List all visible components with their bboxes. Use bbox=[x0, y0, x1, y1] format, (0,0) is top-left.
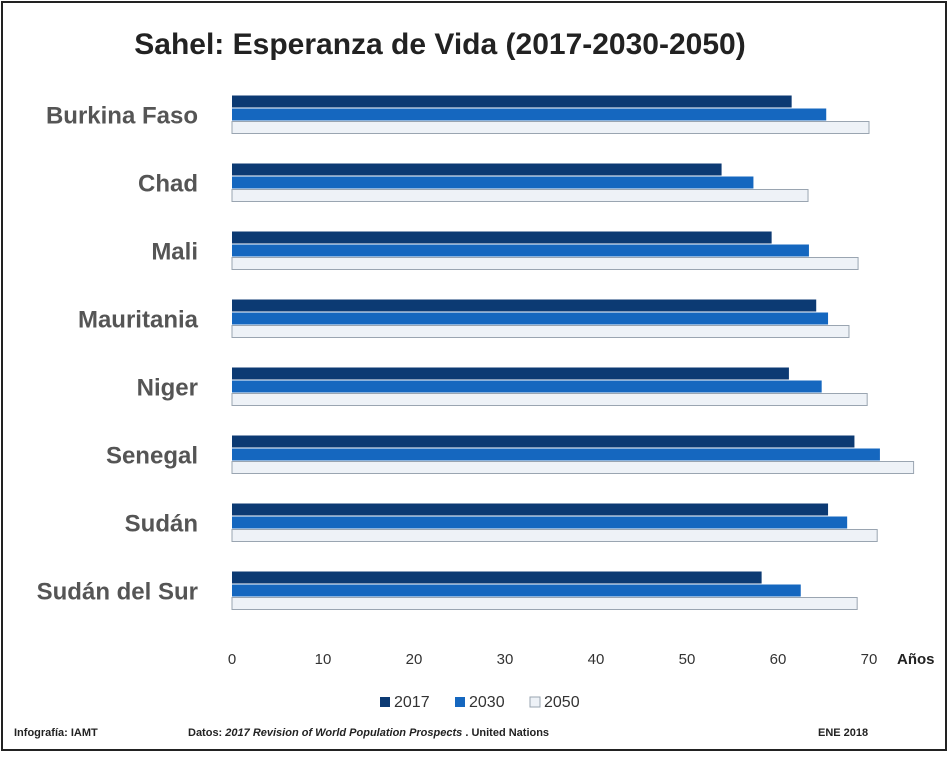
x-tick-label: 40 bbox=[588, 651, 605, 668]
x-tick-label: 30 bbox=[497, 651, 514, 668]
bar bbox=[232, 312, 829, 325]
bar bbox=[231, 461, 915, 474]
bar bbox=[232, 448, 880, 461]
bar bbox=[231, 393, 868, 406]
legend-label: 2030 bbox=[469, 694, 505, 711]
legend-swatch bbox=[455, 697, 465, 707]
source-label: Datos: bbox=[188, 727, 222, 739]
y-tick-label: Senegal bbox=[106, 442, 198, 469]
bar bbox=[232, 176, 754, 189]
x-tick-label: 10 bbox=[315, 651, 332, 668]
x-tick-label: 60 bbox=[770, 651, 787, 668]
bar bbox=[231, 189, 809, 202]
bar bbox=[232, 584, 801, 597]
source-title: 2017 Revision of World Population Prospe… bbox=[224, 727, 462, 739]
bar bbox=[232, 380, 822, 393]
x-tick-label: 20 bbox=[406, 651, 423, 668]
x-tick-label: 50 bbox=[679, 651, 696, 668]
source-org: . United Nations bbox=[465, 727, 549, 739]
x-axis-label: Años bbox=[897, 651, 935, 668]
bar bbox=[232, 231, 772, 244]
bar bbox=[231, 257, 859, 270]
legend-swatch bbox=[529, 696, 541, 708]
bar bbox=[232, 299, 817, 312]
bar bbox=[232, 503, 829, 516]
y-tick-label: Sudán del Sur bbox=[37, 578, 198, 605]
legend-swatch bbox=[380, 697, 390, 707]
source: Datos: 2017 Revision of World Population… bbox=[188, 727, 549, 739]
y-tick-label: Mauritania bbox=[78, 306, 199, 333]
bar bbox=[231, 529, 878, 542]
bar bbox=[232, 163, 722, 176]
date: ENE 2018 bbox=[818, 727, 868, 739]
bar bbox=[232, 516, 848, 529]
bar bbox=[232, 244, 809, 257]
credit: Infografía: IAMT bbox=[14, 727, 98, 739]
bar bbox=[232, 367, 789, 380]
y-tick-label: Sudán bbox=[125, 510, 198, 537]
bar bbox=[232, 571, 762, 584]
chart-title: Sahel: Esperanza de Vida (2017-2030-2050… bbox=[134, 28, 745, 61]
bar bbox=[232, 95, 792, 108]
x-tick-label: 0 bbox=[228, 651, 236, 668]
x-tick-label: 70 bbox=[861, 651, 878, 668]
bar bbox=[231, 597, 858, 610]
bar bbox=[232, 108, 827, 121]
bar bbox=[231, 121, 870, 134]
y-tick-label: Mali bbox=[151, 238, 198, 265]
legend-label: 2017 bbox=[394, 694, 430, 711]
y-tick-label: Niger bbox=[137, 374, 198, 401]
legend-label: 2050 bbox=[544, 694, 580, 711]
bar bbox=[232, 435, 855, 448]
bar bbox=[231, 325, 850, 338]
y-tick-label: Chad bbox=[138, 170, 198, 197]
y-tick-label: Burkina Faso bbox=[46, 102, 198, 129]
